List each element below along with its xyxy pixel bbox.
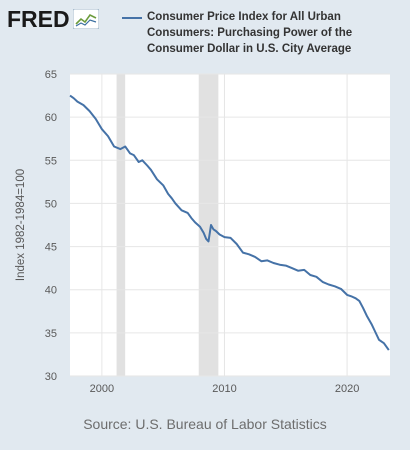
y-tick-label: 30 [45, 371, 57, 383]
y-tick-label: 55 [45, 155, 57, 167]
x-tick-label: 2000 [90, 383, 114, 395]
fred-logo-text: FRED [7, 6, 70, 32]
recession-band [116, 74, 126, 376]
chart-legend: Consumer Price Index for All Urban Consu… [122, 9, 402, 57]
x-tick-label: 2010 [212, 383, 236, 395]
x-tick-label: 2020 [335, 383, 359, 395]
chart-title: Consumer Price Index for All Urban Consu… [147, 11, 353, 55]
source-note: Source: U.S. Bureau of Labor Statistics [83, 416, 327, 432]
series-line [69, 94, 390, 351]
y-tick-label: 40 [45, 285, 57, 297]
fred-graph-icon [72, 9, 99, 29]
y-tick-label: 45 [45, 242, 57, 254]
legend-swatch [122, 17, 142, 19]
y-axis-title: Index 1982-1984=100 [15, 169, 27, 281]
y-tick-label: 65 [45, 69, 57, 81]
recession-band [198, 74, 219, 376]
y-tick-label: 60 [45, 112, 57, 124]
fred-logo[interactable]: FRED [7, 6, 99, 32]
y-tick-label: 50 [45, 198, 57, 210]
y-tick-label: 35 [45, 328, 57, 340]
